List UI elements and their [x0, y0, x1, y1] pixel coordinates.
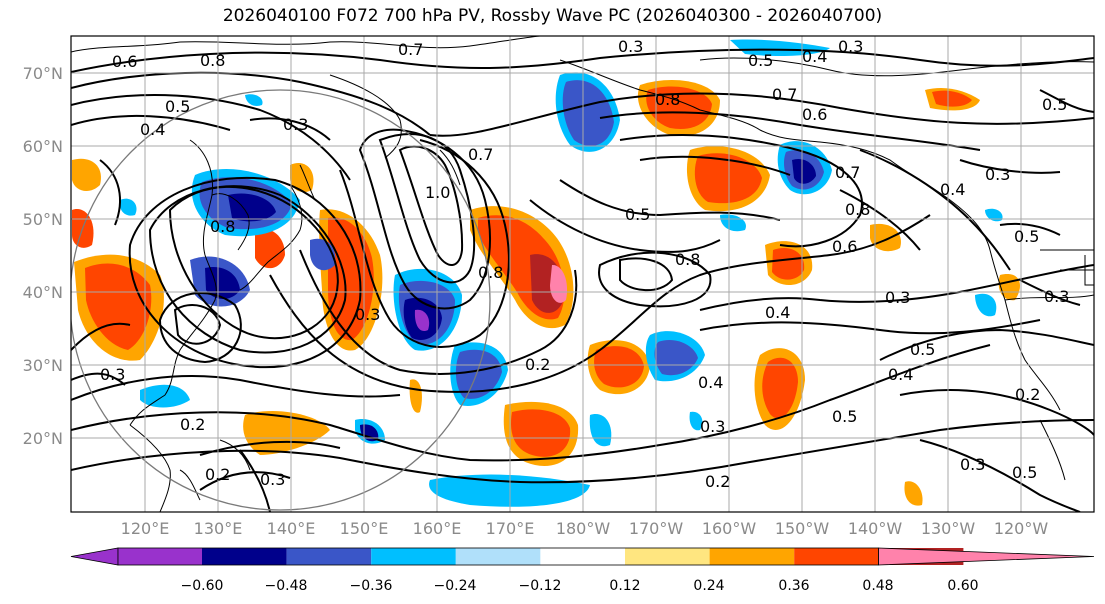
contour-label: 0.8	[845, 200, 870, 219]
contour-label: 0.7	[468, 145, 493, 164]
latitude-labels: 70°N 60°N 50°N 40°N 30°N 20°N	[23, 64, 63, 448]
colorbar-tick-label: 0.12	[609, 578, 640, 594]
contour-label: 0.3	[618, 37, 643, 56]
contour-label: 0.6	[832, 237, 857, 256]
colorbar-segment	[371, 548, 456, 565]
colorbar-segment	[118, 548, 202, 565]
contour-label: 0.7	[398, 40, 423, 59]
coastlines	[71, 36, 1094, 512]
contour-labels: 0.6 0.8 0.7 0.3 0.3 0.4 0.5 0.4 0.3 0.5 …	[100, 37, 1069, 491]
colorbar-segment	[625, 548, 710, 565]
contour-label: 0.2	[705, 472, 730, 491]
lat-label: 60°N	[23, 137, 63, 156]
colorbar-segment	[202, 548, 287, 565]
contour-label: 0.5	[1012, 463, 1037, 482]
colorbar-segment	[286, 548, 372, 565]
lon-label: 120°W	[994, 519, 1049, 538]
colorbar-segment	[709, 548, 795, 565]
contour-label: 0.8	[200, 51, 225, 70]
contour-label: 0.2	[205, 465, 230, 484]
colorbar-segment	[540, 548, 625, 565]
contour-label: 0.3	[985, 165, 1010, 184]
contour-label: 0.4	[765, 303, 790, 322]
colorbar-tick-label: 0.60	[947, 578, 978, 594]
contour-label: 0.3	[260, 470, 285, 489]
colorbar-segment	[794, 548, 879, 565]
colorbar-tick-label: −0.48	[265, 578, 308, 594]
map-border	[70, 35, 1095, 513]
lon-label: 180°W	[556, 519, 611, 538]
contour-label: 0.2	[525, 355, 550, 374]
colorbar-tick-label: −0.36	[350, 578, 393, 594]
contour-label: 0.7	[772, 85, 797, 104]
lat-label: 50°N	[23, 210, 63, 229]
colorbar-ticks: −0.60 −0.48 −0.36 −0.24 −0.12 0.12 0.24 …	[181, 578, 979, 594]
colorbar-tick-label: −0.60	[181, 578, 224, 594]
contour-label: 0.5	[1014, 227, 1039, 246]
contour-label: 0.4	[802, 47, 827, 66]
colorbar-tick-label: 0.48	[862, 578, 893, 594]
contour-label: 0.3	[355, 305, 380, 324]
contour-label: 0.3	[1044, 287, 1069, 306]
lat-label: 20°N	[23, 429, 63, 448]
lat-label: 30°N	[23, 356, 63, 375]
contour-label: 0.5	[910, 340, 935, 359]
contour-label: 0.7	[835, 163, 860, 182]
contour-label: 0.4	[698, 373, 723, 392]
contour-label: 0.4	[888, 365, 913, 384]
lon-label: 160°W	[702, 519, 757, 538]
lat-label: 40°N	[23, 283, 63, 302]
contour-label: 0.5	[1042, 95, 1067, 114]
colorbar-tick-label: 0.36	[778, 578, 809, 594]
contour-label: 0.4	[940, 180, 965, 199]
map-title: 2026040100 F072 700 hPa PV, Rossby Wave …	[222, 6, 883, 26]
colorbar	[70, 547, 1095, 566]
contour-label: 0.8	[210, 217, 235, 236]
lat-label: 70°N	[23, 64, 63, 83]
contour-label: 0.2	[1015, 385, 1040, 404]
colorbar-tick-label: −0.12	[519, 578, 562, 594]
graticule	[71, 36, 1094, 512]
lon-label: 150°E	[340, 519, 389, 538]
contour-label: 0.3	[283, 115, 308, 134]
lon-label: 150°W	[775, 519, 830, 538]
colorbar-extend-min	[70, 547, 119, 566]
lon-label: 140°E	[267, 519, 316, 538]
contour-label: 0.6	[112, 52, 137, 71]
reference-circle	[71, 89, 491, 511]
contour-label: 1.0	[425, 183, 450, 202]
contour-label: 0.5	[625, 205, 650, 224]
colorbar-tick-label: −0.24	[434, 578, 477, 594]
contour-label: 0.5	[748, 51, 773, 70]
lon-label: 120°E	[121, 519, 170, 538]
longitude-labels: 120°E 130°E 140°E 150°E 160°E 170°E 180°…	[121, 519, 1049, 538]
colorbar-segment	[455, 548, 541, 565]
lon-label: 170°E	[486, 519, 535, 538]
lon-label: 130°E	[194, 519, 243, 538]
contour-label: 0.6	[802, 105, 827, 124]
contour-label: 0.3	[960, 455, 985, 474]
colorbar-extend-max	[878, 547, 1095, 566]
lon-label: 170°W	[629, 519, 684, 538]
contour-label: 0.5	[832, 407, 857, 426]
contour-label: 0.8	[675, 250, 700, 269]
lon-label: 130°W	[921, 519, 976, 538]
contour-label: 0.2	[180, 415, 205, 434]
contour-label: 0.5	[165, 97, 190, 116]
contour-label: 0.3	[885, 288, 910, 307]
pv-contours	[71, 48, 1094, 512]
contour-label: 0.3	[838, 37, 863, 56]
colorbar-tick-label: 0.24	[693, 578, 724, 594]
pv-anomaly-shading	[72, 39, 1020, 507]
contour-label: 0.3	[700, 417, 725, 436]
lon-label: 160°E	[413, 519, 462, 538]
contour-label: 0.3	[100, 365, 125, 384]
colorbar-outline	[117, 547, 879, 566]
lon-label: 140°W	[848, 519, 903, 538]
contour-label: 0.8	[478, 263, 503, 282]
contour-label: 0.8	[655, 90, 680, 109]
contour-label: 0.4	[140, 120, 165, 139]
